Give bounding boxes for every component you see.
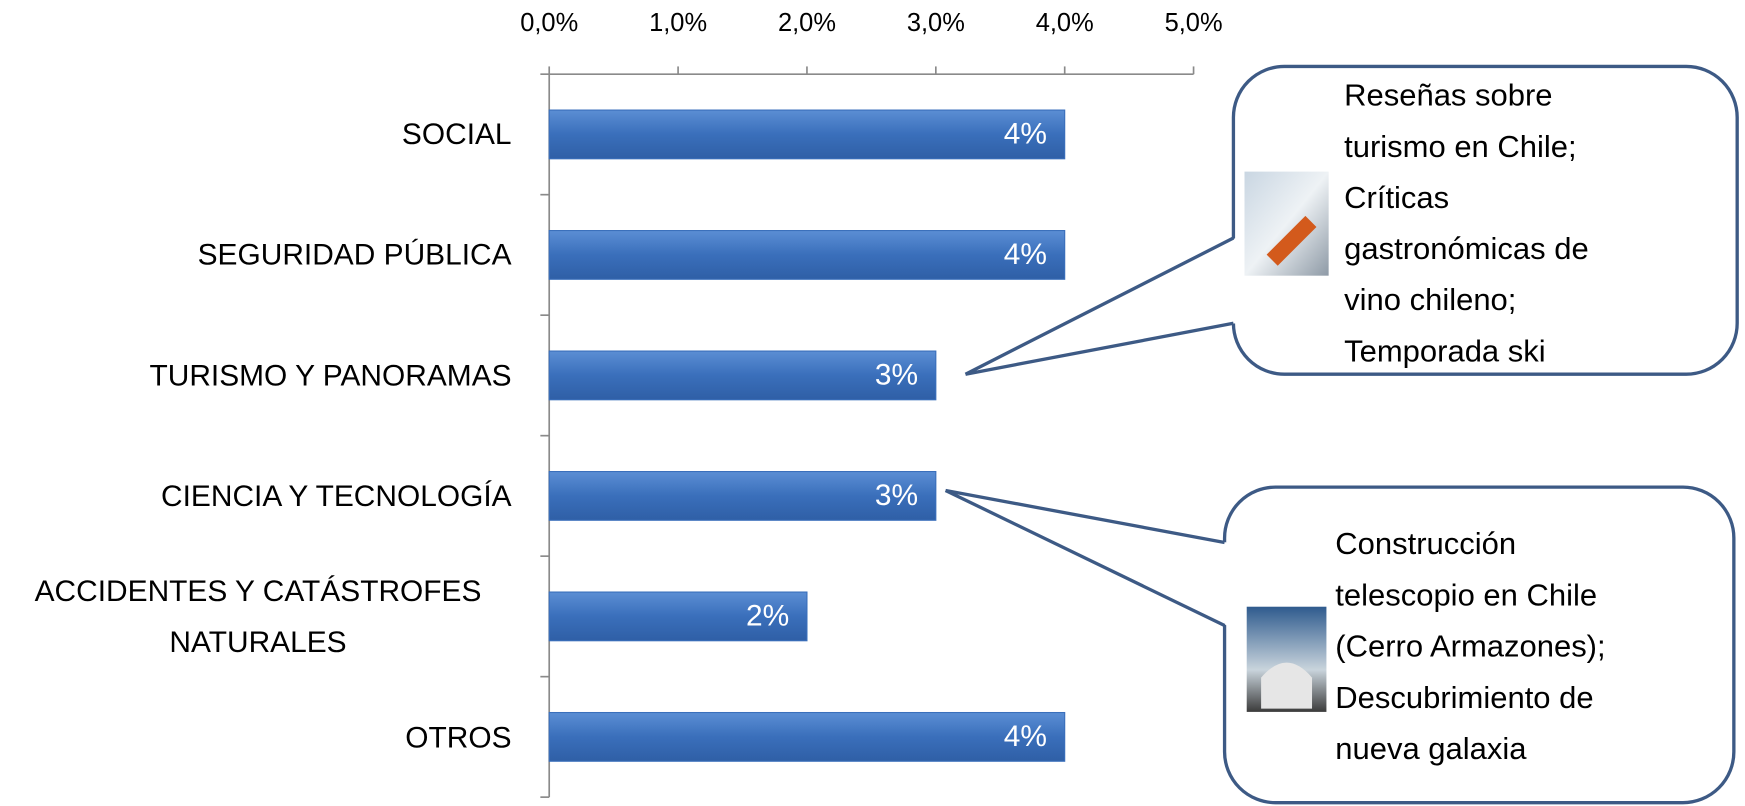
data-label: 3% (875, 479, 918, 512)
x-tick-label: 2,0% (778, 9, 836, 37)
chart: 0,0% 1,0% 2,0% 3,0% 4,0% 5,0% SOCIAL 4% SEGURIDA… (0, 0, 1745, 806)
y-tick-label: CIENCIA Y TECNOLOGÍA (161, 470, 512, 521)
x-tick-label: 3,0% (907, 9, 965, 37)
callout-text: turismo en Chile; (1344, 129, 1576, 164)
category-box: ACCIDENTES Y CATÁSTROFES NATURALES (5, 550, 512, 683)
y-tick-label: SEGURIDAD PÚBLICA (198, 229, 512, 280)
x-tick-label: 4,0% (1036, 9, 1094, 37)
callout-text: Críticas (1344, 180, 1449, 215)
callout-text: Construcción (1335, 526, 1516, 561)
callout-text: Temporada ski (1344, 333, 1546, 368)
data-label: 3% (875, 358, 918, 391)
category-box: SEGURIDAD PÚBLICA (5, 188, 512, 321)
data-label: 4% (1004, 720, 1047, 753)
data-label: 4% (1004, 117, 1047, 150)
y-tick-label: ACCIDENTES Y CATÁSTROFES NATURALES (5, 565, 512, 667)
callout-text: vino chileno; (1344, 282, 1516, 317)
callout-text: telescopio en Chile (1335, 577, 1597, 612)
bar (549, 231, 1064, 280)
y-tick-label: TURISMO Y PANORAMAS (149, 350, 511, 401)
x-tick-label: 1,0% (649, 9, 707, 37)
x-tick-label: 5,0% (1165, 9, 1223, 37)
photo (1245, 172, 1329, 276)
category-box: OTROS (5, 670, 512, 803)
y-tick-label: OTROS (405, 711, 511, 762)
callout-text: Descubrimiento de (1335, 680, 1593, 715)
callout-text: Reseñas sobre (1344, 78, 1552, 113)
x-tick-label: 0,0% (520, 9, 578, 37)
data-label: 4% (1004, 238, 1047, 271)
bar (549, 713, 1064, 762)
callout-text: nueva galaxia (1335, 731, 1527, 766)
callout-text: (Cerro Armazones); (1335, 629, 1605, 664)
bar (549, 110, 1064, 159)
category-box: TURISMO Y PANORAMAS (5, 309, 512, 442)
category-box: CIENCIA Y TECNOLOGÍA (5, 429, 512, 562)
data-label: 2% (746, 599, 789, 632)
category-box: SOCIAL (5, 68, 512, 201)
y-tick-label: SOCIAL (402, 109, 512, 160)
callout-text: gastronómicas de (1344, 231, 1589, 266)
